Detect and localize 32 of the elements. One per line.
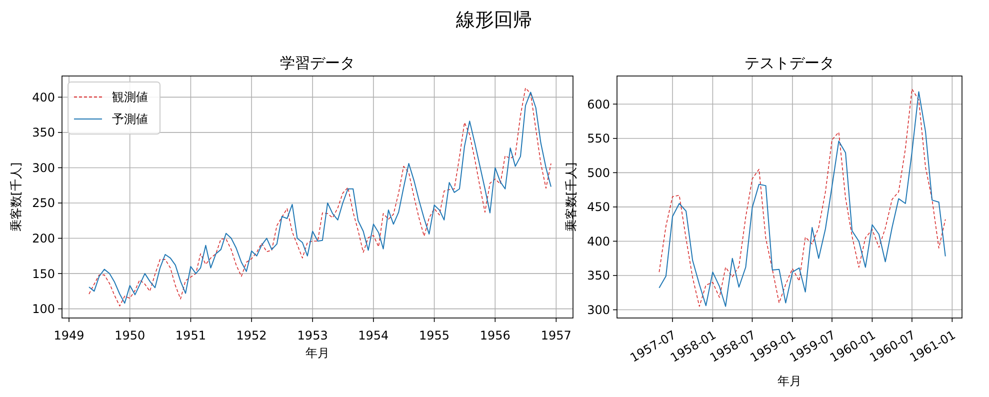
- y-tick-label: 350: [32, 126, 55, 140]
- text: 線形回帰: [455, 9, 532, 31]
- x-tick-label: 1951: [175, 328, 206, 343]
- chart-title: 学習データ: [280, 54, 355, 72]
- y-axis-title: 乗客数[千人]: [564, 162, 578, 232]
- y-tick-label: 400: [32, 90, 55, 104]
- y-tick-label: 250: [32, 196, 55, 210]
- x-tick-label: 1950: [114, 328, 146, 343]
- y-tick-label: 550: [587, 132, 610, 146]
- x-tick-label: 1957: [540, 328, 572, 343]
- y-tick-label: 300: [32, 160, 55, 175]
- y-tick-label: 600: [587, 97, 610, 112]
- x-tick-label: 1955: [419, 328, 450, 343]
- y-tick-label: 150: [32, 266, 55, 281]
- x-tick-label: 1949: [54, 328, 84, 343]
- x-axis-title: 年月: [306, 346, 330, 360]
- chart-title: テストデータ: [744, 54, 834, 72]
- x-tick-label: 1956: [480, 328, 510, 343]
- legend-label: 予測値: [112, 112, 148, 126]
- legend-label: 観測値: [112, 90, 148, 104]
- x-tick-label: 1954: [358, 328, 389, 343]
- y-axis-title: 乗客数[千人]: [9, 162, 23, 232]
- y-tick-label: 500: [587, 166, 610, 180]
- y-tick-label: 350: [587, 268, 610, 283]
- y-tick-label: 400: [587, 234, 610, 248]
- x-tick-label: 1953: [297, 328, 328, 343]
- y-tick-label: 200: [32, 231, 55, 246]
- y-tick-label: 100: [32, 302, 55, 316]
- x-axis-title: 年月: [778, 374, 802, 388]
- x-tick-label: 1952: [236, 328, 267, 343]
- y-tick-label: 300: [587, 302, 610, 317]
- y-tick-label: 450: [587, 200, 610, 214]
